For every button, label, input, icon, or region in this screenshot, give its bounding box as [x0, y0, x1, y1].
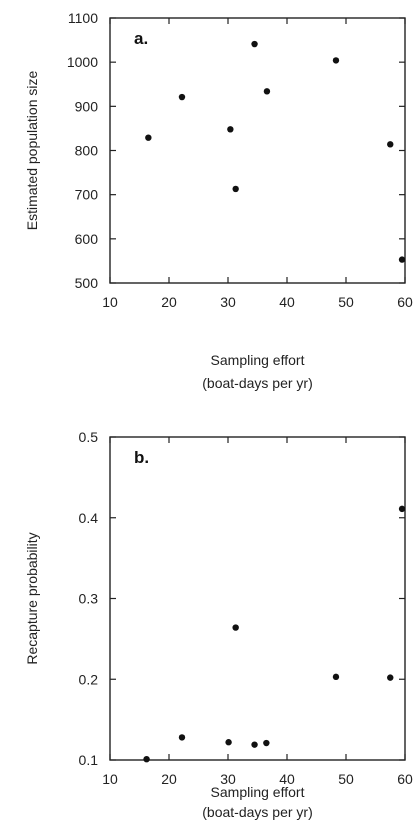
y-tick-label: 500	[75, 275, 99, 291]
panel-a: 10 20 30 40 50 60 500 600 700 800 900 1000 1100 a. Sam…	[24, 10, 413, 391]
plot-frame	[109, 17, 406, 284]
y-tick-label: 0.1	[79, 752, 99, 768]
x-tick-label: 30	[220, 771, 236, 787]
x-tick-label: 10	[102, 771, 118, 787]
x-axis-title: Sampling effort	[211, 784, 305, 800]
y-axis-title: Recapture probability	[24, 532, 40, 664]
y-tick-label: 700	[75, 187, 99, 203]
plot-frame	[109, 436, 406, 761]
panel-b: 10 20 30 40 50 60 0.1 0.2 0.3 0.4 0.5 b. Sampling ef…	[24, 429, 413, 820]
x-tick-label: 50	[338, 294, 354, 310]
x-axis-subtitle: (boat-days per yr)	[202, 375, 312, 391]
panel-letter: a.	[134, 29, 148, 48]
data-point	[398, 256, 406, 263]
data-point	[387, 674, 394, 681]
y-tick-label: 800	[75, 143, 99, 159]
y-tick-label: 1000	[67, 54, 98, 70]
y-axis-title: Estimated population size	[24, 71, 40, 231]
data-point	[232, 185, 239, 193]
data-point	[251, 40, 258, 48]
x-tick-label: 60	[397, 771, 413, 787]
x-tick-label: 40	[279, 294, 295, 310]
y-tick-label: 0.5	[79, 429, 99, 445]
data-point	[225, 739, 232, 746]
data-point	[227, 126, 234, 133]
data-point	[143, 755, 150, 763]
data-point	[387, 141, 394, 148]
data-point	[332, 673, 340, 681]
y-tick-label: 900	[75, 98, 99, 114]
panel-letter: b.	[134, 448, 149, 467]
data-point	[398, 505, 406, 513]
data-point	[263, 739, 270, 747]
y-tick-label: 1100	[68, 10, 98, 26]
x-tick-label: 50	[338, 771, 354, 787]
x-tick-label: 60	[397, 294, 413, 310]
x-axis-subtitle: (boat-days per yr)	[202, 804, 312, 820]
data-point	[332, 57, 340, 64]
data-point	[232, 624, 239, 631]
y-tick-label: 0.2	[79, 671, 99, 687]
data-point	[178, 734, 186, 741]
data-point	[178, 93, 186, 101]
data-point	[145, 134, 152, 141]
y-tick-label: 600	[75, 231, 99, 247]
y-tick-label: 0.4	[79, 510, 99, 526]
x-tick-label: 20	[161, 294, 177, 310]
data-point	[251, 741, 258, 748]
x-tick-label: 10	[102, 294, 118, 310]
x-tick-label: 20	[161, 771, 177, 787]
x-tick-label: 40	[279, 771, 295, 787]
x-axis-title: Sampling effort	[211, 352, 305, 368]
data-point	[263, 88, 271, 95]
y-tick-label: 0.3	[79, 591, 99, 607]
x-tick-label: 30	[220, 294, 236, 310]
